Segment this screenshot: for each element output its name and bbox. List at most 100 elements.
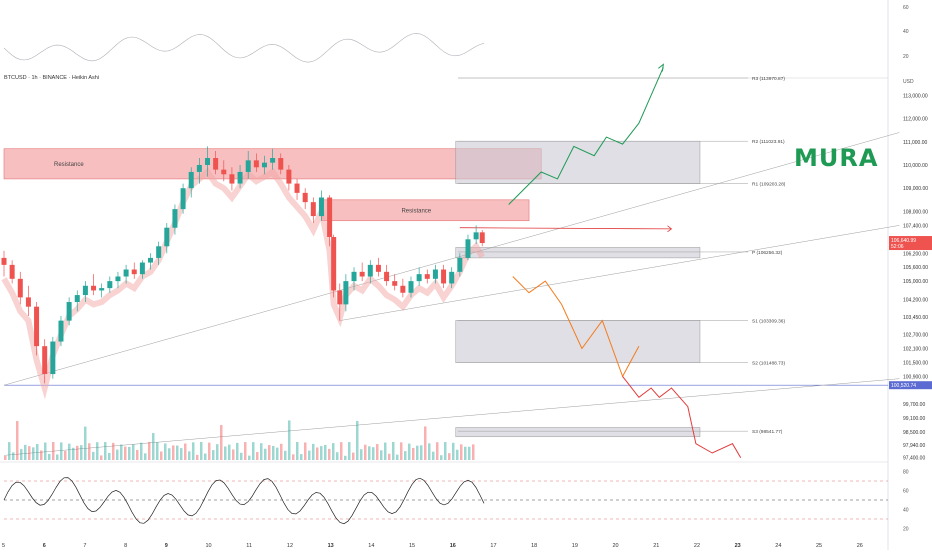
volume-bar xyxy=(376,444,379,460)
volume-bar xyxy=(192,442,195,460)
volume-bar xyxy=(448,453,451,460)
price-tick-label: 112,000.00 xyxy=(903,117,928,123)
candle-body xyxy=(318,197,324,217)
candle-body xyxy=(42,346,48,375)
candle-body xyxy=(172,209,178,228)
volume-bar xyxy=(244,442,247,460)
horizontal-marker-label: 100,520.74 xyxy=(891,383,916,389)
volume-bar xyxy=(148,442,151,460)
current-price-badge xyxy=(889,236,932,251)
volume-bar xyxy=(332,443,335,460)
volume-bar xyxy=(400,442,403,460)
volume-bar xyxy=(308,450,311,460)
time-tick-label: 5 xyxy=(2,543,5,549)
candle-body xyxy=(74,295,80,303)
volume-bar xyxy=(248,455,251,460)
price-tick-label: 101,500.00 xyxy=(903,360,928,366)
time-tick-label: 20 xyxy=(613,543,619,549)
volume-bar xyxy=(380,450,383,460)
candle-body xyxy=(465,239,471,258)
candle-body xyxy=(343,281,349,305)
pivot-label: R1 (109203.28) xyxy=(752,181,786,187)
candle-body xyxy=(213,158,219,170)
time-tick-label: 15 xyxy=(409,543,415,549)
candle-body xyxy=(408,281,414,293)
volume-bar xyxy=(132,444,135,460)
candle-body xyxy=(25,297,31,307)
time-tick-label: 17 xyxy=(490,543,496,549)
volume-bar xyxy=(408,443,411,460)
time-tick-label: 19 xyxy=(572,543,578,549)
volume-bar xyxy=(264,448,267,460)
candle-body xyxy=(115,276,121,282)
candle-body xyxy=(221,169,227,175)
price-tick-label: 113,000.00 xyxy=(903,93,928,99)
time-tick-label: 26 xyxy=(857,543,863,549)
candle-body xyxy=(302,192,308,203)
candle-body xyxy=(457,257,463,272)
price-tick-label: 109,000.00 xyxy=(903,186,928,192)
volume-bar xyxy=(412,447,415,460)
candle-body xyxy=(294,183,300,193)
candle-body xyxy=(261,162,267,168)
volume-bar xyxy=(24,444,27,460)
volume-bar xyxy=(212,450,215,460)
candle-body xyxy=(131,269,137,275)
volume-bar xyxy=(140,442,143,460)
candle-body xyxy=(205,158,210,165)
volume-bar xyxy=(348,442,351,460)
volume-bar xyxy=(444,442,447,460)
volume-bar xyxy=(164,443,167,460)
rsi-tick-label: 20 xyxy=(903,527,909,533)
volume-bar xyxy=(72,447,75,460)
volume-bar xyxy=(28,446,31,460)
volume-bar xyxy=(128,446,131,460)
volume-bar xyxy=(40,450,43,460)
currency-label: USD xyxy=(903,79,914,85)
price-axis: 113,000.00 112,000.00 111,000.00 110,000.00… xyxy=(903,93,928,461)
volume-bars xyxy=(4,420,475,460)
volume-bar xyxy=(356,420,359,460)
volume-bar xyxy=(280,443,283,460)
candle-body xyxy=(351,271,357,282)
volume-bar xyxy=(32,447,35,460)
volume-bar xyxy=(456,449,459,460)
volume-bar xyxy=(124,446,127,460)
pivot-zone-rect xyxy=(455,427,701,438)
volume-bar xyxy=(20,449,23,460)
time-tick-label: 14 xyxy=(368,543,374,549)
volume-bar xyxy=(224,446,227,460)
time-tick-label: 24 xyxy=(775,543,781,549)
candle-body xyxy=(1,257,7,265)
volume-bar xyxy=(460,444,463,460)
volume-bar xyxy=(292,454,295,460)
volume-bar xyxy=(88,443,91,460)
candle-body xyxy=(449,271,455,284)
price-tick-label: 104,200.00 xyxy=(903,298,928,304)
time-tick-label: 22 xyxy=(694,543,700,549)
volume-bar xyxy=(152,433,155,460)
price-tick-label: 105,600.00 xyxy=(903,265,928,271)
time-tick-label: 21 xyxy=(653,543,659,549)
volume-bar xyxy=(156,442,159,460)
time-axis: 5 6 7 8 9 10 11 12 13 14 15 16 17 18 19 20 21 22 23 24 25 26 xyxy=(2,543,863,549)
volume-bar xyxy=(440,455,443,460)
mura-logo: MURA xyxy=(794,144,879,172)
price-tick-label: 108,000.00 xyxy=(903,209,928,215)
candle-body xyxy=(367,264,373,277)
volume-bar xyxy=(340,442,343,460)
price-tick-label: 97,940.00 xyxy=(903,443,925,449)
candle-body xyxy=(253,160,259,168)
resistance-zone: Resistance xyxy=(321,199,530,222)
volume-bar xyxy=(184,443,187,460)
candle-body xyxy=(245,160,251,172)
volume-bar xyxy=(320,446,323,460)
pivot-label: S1 (103309.36) xyxy=(752,318,785,324)
time-tick-label: 7 xyxy=(83,543,86,549)
resistance-label: Resistance xyxy=(54,162,84,168)
volume-bar xyxy=(76,445,79,460)
volume-bar xyxy=(420,445,423,460)
volume-bar xyxy=(80,445,83,460)
